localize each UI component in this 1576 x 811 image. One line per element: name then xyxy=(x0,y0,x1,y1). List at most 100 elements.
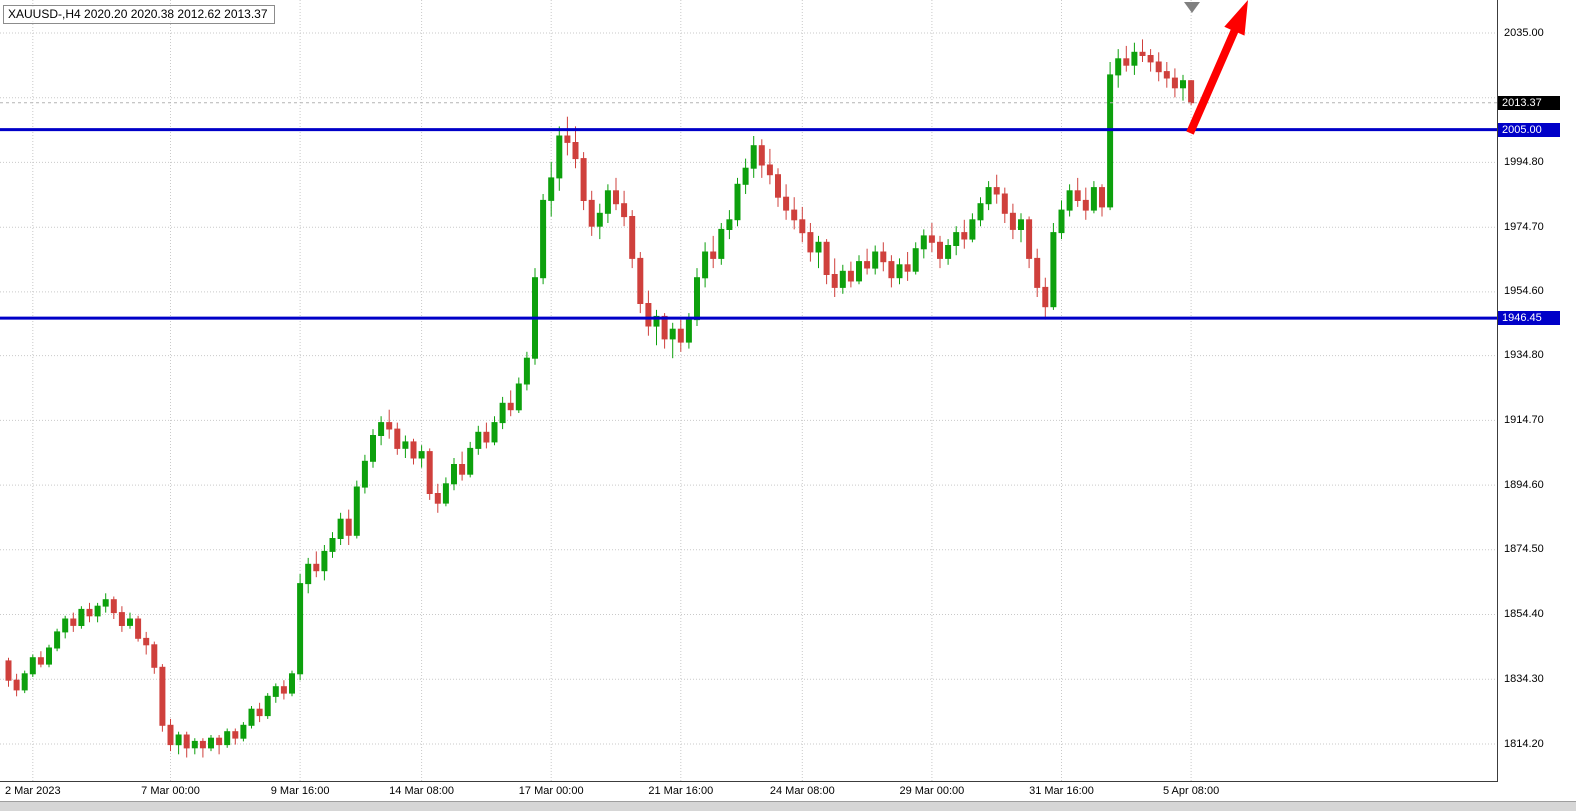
bull-candle-body xyxy=(272,686,279,697)
price-tick-label: 1874.50 xyxy=(1504,543,1544,556)
bull-candle-body xyxy=(191,740,198,749)
bear-candle-body xyxy=(783,196,790,211)
bull-candle-body xyxy=(475,431,482,449)
bear-candle-body xyxy=(645,303,652,327)
time-tick-label: 5 Apr 08:00 xyxy=(1162,785,1220,797)
bear-candle-body xyxy=(1188,80,1195,104)
bear-candle-body xyxy=(928,235,935,243)
bull-candle-body xyxy=(46,647,52,665)
bull-candle-body xyxy=(953,232,960,247)
bull-candle-body xyxy=(985,187,992,205)
bear-candle-body xyxy=(775,174,781,198)
bear-candle-body xyxy=(345,518,352,536)
bear-candle-body xyxy=(677,328,684,343)
bear-candle-body xyxy=(1171,77,1178,89)
bear-candle-body xyxy=(110,599,117,614)
bull-candle-body xyxy=(102,599,109,607)
bear-candle-body xyxy=(1155,61,1162,73)
bull-candle-body xyxy=(702,251,709,279)
bull-candle-body xyxy=(945,245,952,259)
bull-candle-body xyxy=(540,199,547,279)
bear-candle-body xyxy=(831,274,838,288)
bear-candle-body xyxy=(183,734,190,749)
bear-candle-body xyxy=(1139,51,1146,56)
bull-candle-body xyxy=(402,441,409,449)
bull-candle-body xyxy=(289,673,295,694)
time-tick-label: 31 Mar 16:00 xyxy=(1029,785,1094,797)
bull-candle-body xyxy=(21,673,28,691)
level-price-tag: 1946.45 xyxy=(1498,311,1560,326)
bull-candle-body xyxy=(1066,190,1073,211)
down-triangle-marker[interactable] xyxy=(1184,2,1200,13)
bear-candle-body xyxy=(613,190,619,205)
bear-candle-body xyxy=(256,708,263,717)
bull-candle-body xyxy=(305,563,312,585)
bull-candle-body xyxy=(491,422,498,443)
bull-candle-body xyxy=(742,167,749,185)
bull-candle-body xyxy=(418,451,425,459)
bear-candle-body xyxy=(5,660,12,681)
bull-candle-body xyxy=(815,241,822,253)
bull-candle-body xyxy=(321,550,328,572)
chart-ohlc-title: XAUUSD-,H4 2020.20 2020.38 2012.62 2013.… xyxy=(3,5,275,24)
bull-candle-body xyxy=(604,190,611,214)
time-tick-label: 17 Mar 00:00 xyxy=(518,785,584,797)
bear-candle-body xyxy=(1009,212,1016,230)
bear-candle-body xyxy=(1026,219,1033,259)
bull-candle-body xyxy=(969,219,976,240)
bull-candle-body xyxy=(1131,51,1138,66)
bear-candle-body xyxy=(766,164,773,176)
bull-candle-body xyxy=(977,203,984,221)
bull-candle-body xyxy=(248,708,255,726)
bull-candle-body xyxy=(912,248,919,272)
bull-candle-body xyxy=(62,618,69,633)
bear-candle-body xyxy=(888,261,895,279)
time-axis[interactable]: 2 Mar 2023 7 Mar 00:00 9 Mar 16:00 14 Mar 0… xyxy=(0,783,1576,800)
bull-candle-body xyxy=(1058,209,1065,234)
bear-candle-body xyxy=(313,563,320,572)
bear-candle-body xyxy=(386,422,393,430)
bull-candle-body xyxy=(208,737,214,749)
trend-arrow[interactable] xyxy=(1186,0,1248,135)
bear-candle-body xyxy=(434,493,441,504)
bear-candle-body xyxy=(216,737,223,746)
bull-candle-body xyxy=(378,422,385,437)
bull-candle-body xyxy=(467,447,474,475)
bull-candle-body xyxy=(175,734,182,746)
candlestick-chart[interactable]: XAUUSD-,H4 2020.20 2020.38 2012.62 2013.… xyxy=(0,0,1498,782)
bull-candle-body xyxy=(734,183,741,221)
bull-candle-body xyxy=(556,135,563,179)
bear-candle-body xyxy=(864,261,871,269)
price-tick-label: 1954.60 xyxy=(1504,285,1544,298)
bull-candle-body xyxy=(361,460,368,488)
bull-candle-body xyxy=(329,538,336,552)
bear-candle-body xyxy=(629,216,636,259)
price-tick-label: 1974.70 xyxy=(1504,220,1544,233)
candles xyxy=(5,39,1195,758)
price-tick-label: 1854.40 xyxy=(1504,608,1544,620)
bull-candle-body xyxy=(726,219,733,231)
horizontal-scrollbar[interactable] xyxy=(0,801,1576,811)
bull-candle-body xyxy=(297,583,304,675)
level-price-tag: 2005.00 xyxy=(1498,122,1560,137)
bull-candle-body xyxy=(694,277,700,321)
bull-candle-body xyxy=(1115,58,1122,76)
price-tick-label: 1994.80 xyxy=(1504,155,1544,168)
bear-candle-body xyxy=(823,241,830,276)
bull-candle-body xyxy=(451,464,457,485)
bull-candle-body xyxy=(1050,232,1057,308)
time-tick-label: 29 Mar 00:00 xyxy=(899,785,965,797)
bear-candle-body xyxy=(394,428,401,449)
bear-candle-body xyxy=(410,441,417,459)
chart-canvas[interactable] xyxy=(0,0,1497,781)
bear-candle-body xyxy=(37,657,44,665)
bull-candle-body xyxy=(29,657,36,675)
support-resistance-lines[interactable] xyxy=(0,128,1497,320)
price-axis[interactable]: 2035.00 1994.80 1974.70 1954.60 1934.80 1914.… xyxy=(1498,0,1576,781)
bull-candle-body xyxy=(370,435,376,462)
time-tick-label: 21 Mar 16:00 xyxy=(648,785,714,797)
bull-candle-body xyxy=(54,631,61,649)
bear-candle-body xyxy=(1001,193,1008,214)
bull-candle-body xyxy=(442,483,449,504)
